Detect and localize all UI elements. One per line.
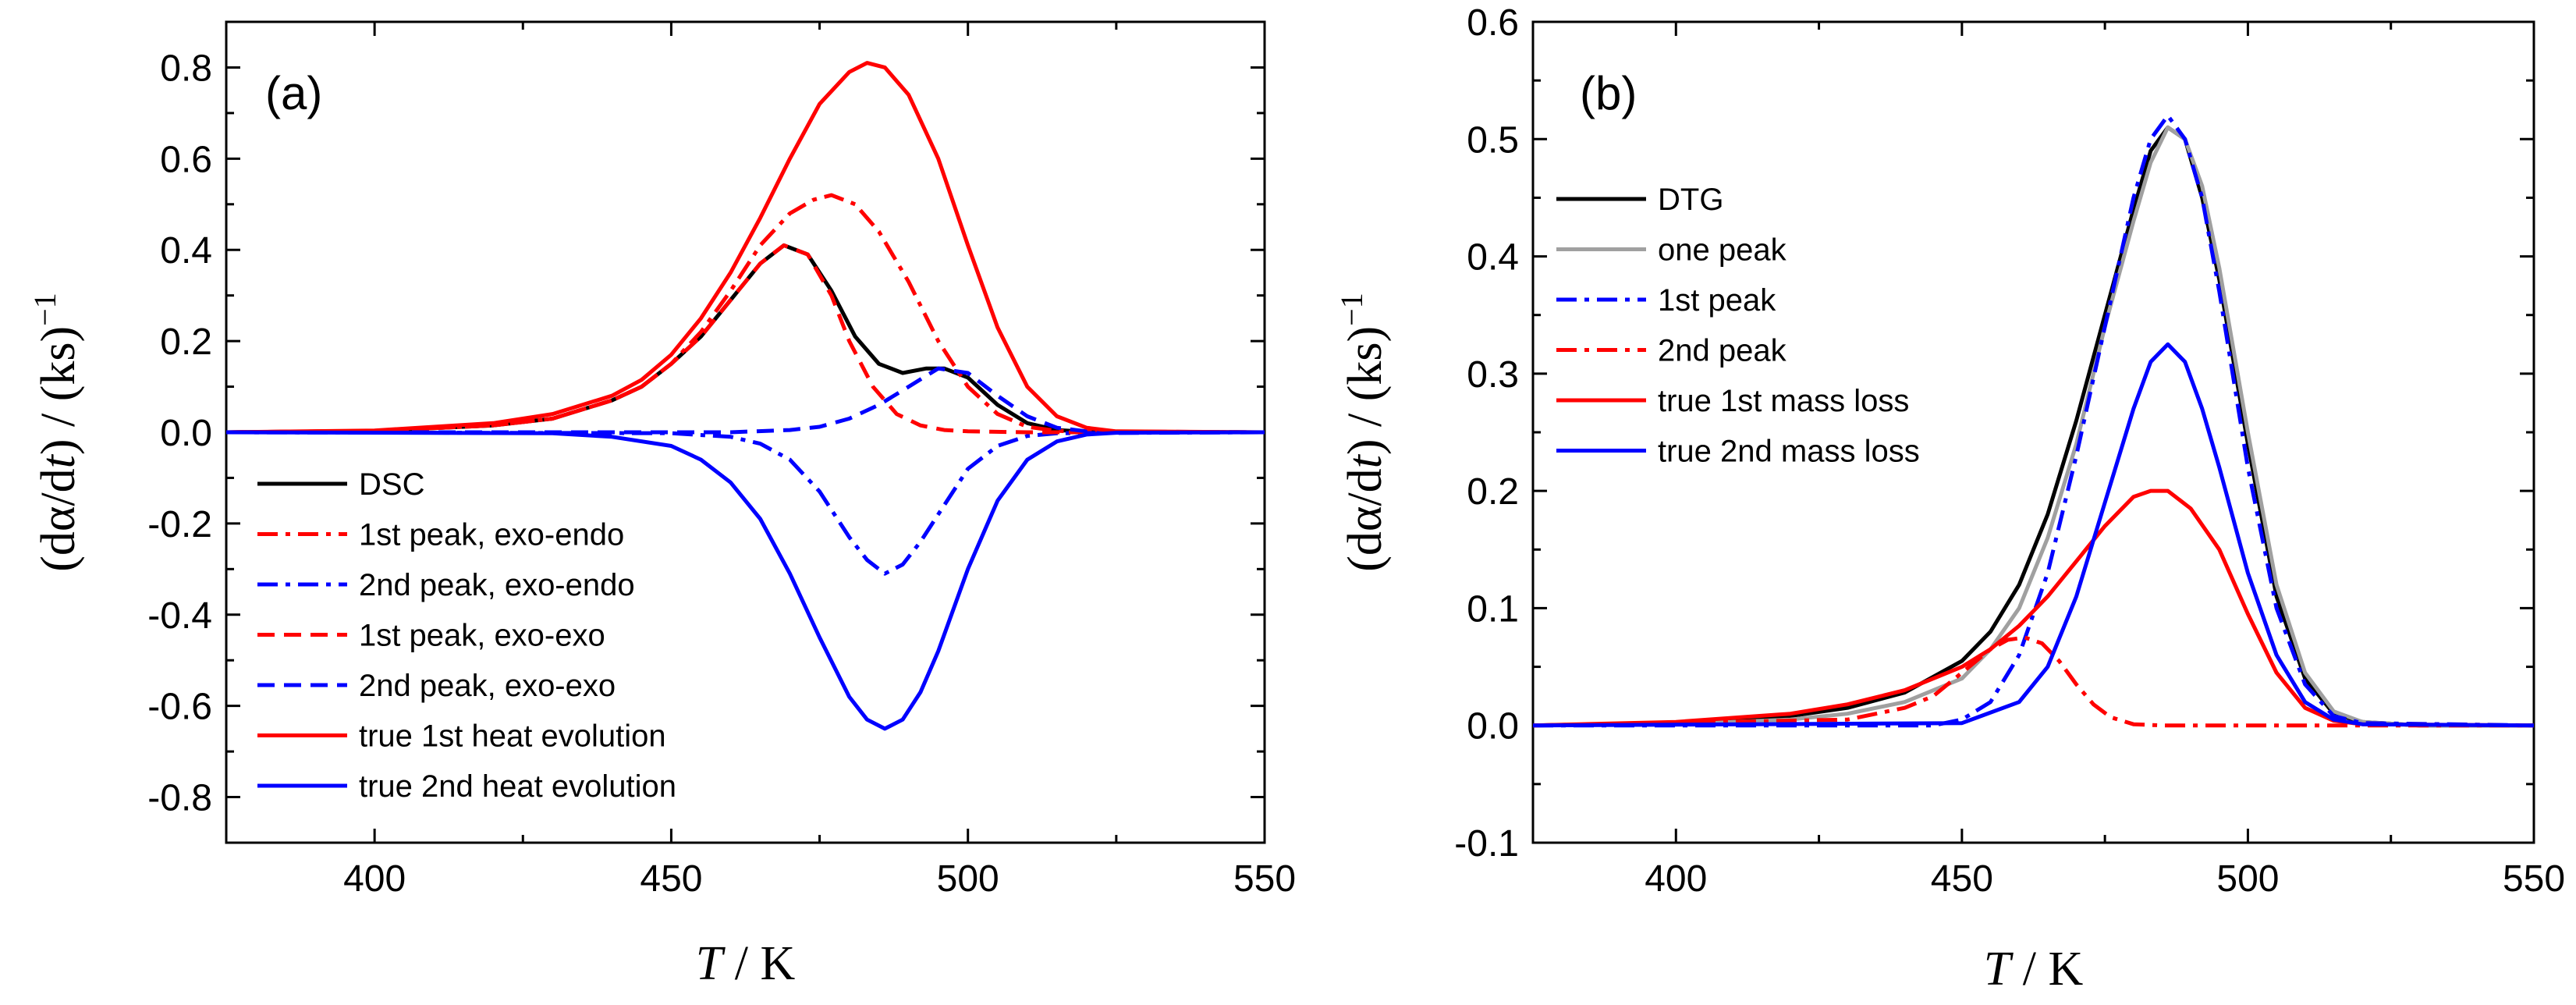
panel-a-legend-label: 2nd peak, exo-exo <box>359 669 616 703</box>
panel-a-x-tick-label: 500 <box>937 858 999 900</box>
panel-b-y-axis-title: (dα/dt) / (ks)−1 <box>1334 293 1392 571</box>
panel-a-y-tick-label: 0.2 <box>160 321 212 363</box>
panel-b-legend-label: 1st peak <box>1658 283 1776 318</box>
panel-a-y-tick-label: 0.6 <box>160 139 212 180</box>
panel-a-series-dsc <box>225 243 1265 435</box>
panel-a-y-axis-title: (dα/dt) / (ks)−1 <box>27 293 85 571</box>
panel-a-x-tick-label: 550 <box>1233 858 1296 900</box>
panel-b-y-tick-label: 0.3 <box>1467 354 1519 396</box>
panel-a-x-tick-label: 450 <box>640 858 702 900</box>
panel-b-legend-label: DTG <box>1658 183 1723 217</box>
panel-b-x-tick-label: 550 <box>2503 858 2565 900</box>
panel-a-y-tick-label: -0.2 <box>147 504 212 545</box>
panel-b-series-one-peak <box>1532 125 2534 728</box>
panel-b-legend-label: true 2nd mass loss <box>1658 435 1920 469</box>
panel-b-y-tick-label: 0.2 <box>1467 471 1519 513</box>
panel-b-y-tick-label: 0.5 <box>1467 119 1519 161</box>
panel-a: 400 450 500 550 -0.8 -0.6 -0.4 -0.2 0.0 0.2 0.4 0.6… <box>27 20 1296 990</box>
panel-a-y-tick-label: -0.8 <box>147 778 212 819</box>
panel-b-series-dtg <box>1532 125 2534 728</box>
panel-b-series-1st-peak <box>1533 113 2535 728</box>
panel-a-legend-label: 2nd peak, exo-endo <box>359 568 635 602</box>
panel-a-series-1st-peak-exo-exo <box>225 243 1265 435</box>
panel-b-panel-label: (b) <box>1580 67 1637 119</box>
panel-b-y-tick-label: 0.6 <box>1467 2 1519 44</box>
panel-a-legend-label: DSC <box>359 467 424 502</box>
panel-b-legend-label: 2nd peak <box>1658 334 1787 368</box>
panel-b-x-tick-label: 500 <box>2216 858 2279 900</box>
panel-a-legend-label: 1st peak, exo-exo <box>359 619 605 653</box>
panel-b-series-true-1st-mass-loss <box>1532 488 2535 728</box>
panel-b-y-tick-label: -0.1 <box>1454 823 1519 865</box>
panel-b-series-true-2nd-mass-loss <box>1532 342 2535 728</box>
panel-a-x-tick-label: 400 <box>343 858 406 900</box>
panel-b-x-tick-label: 450 <box>1931 858 1993 900</box>
panel-a-y-tick-label: 0.4 <box>160 230 212 272</box>
panel-a-series-2nd-peak-exo-endo <box>225 430 1265 576</box>
panel-b-x-tick-label: 400 <box>1645 858 1707 900</box>
panel-b-legend-label: one peak <box>1658 233 1787 268</box>
panel-a-panel-label: (a) <box>265 67 322 119</box>
panel-a-legend-label: 1st peak, exo-endo <box>359 518 624 552</box>
panel-a-legend-label: true 1st heat evolution <box>359 719 666 754</box>
panel-b-x-axis-title: T / K <box>1984 943 2084 996</box>
panel-a-series-2nd-peak-exo-exo <box>226 366 1265 435</box>
panel-a-series-1st-peak-exo-endo <box>225 193 1265 435</box>
panel-b-legend-label: true 1st mass loss <box>1658 384 1909 418</box>
panel-a-legend-label: true 2nd heat evolution <box>359 769 676 804</box>
panel-b-y-tick-label: 0.4 <box>1467 237 1519 279</box>
panel-a-x-axis-title: T / K <box>696 937 796 990</box>
panel-a-y-tick-label: 0.8 <box>160 48 212 89</box>
panel-b-y-tick-label: 0.1 <box>1467 588 1519 630</box>
panel-a-y-tick-label: -0.4 <box>147 595 212 637</box>
panel-a-series-true-1st-heat-evolution <box>225 61 1265 435</box>
panel-a-y-tick-label: 0.0 <box>160 413 212 454</box>
panel-a-y-tick-label: -0.6 <box>147 687 212 728</box>
panel-b-y-tick-label: 0.0 <box>1467 706 1519 748</box>
panel-a-series-true-2nd-heat-evolution <box>225 430 1265 731</box>
panel-b: 400 450 500 550 -0.1 0.0 0.1 0.2 0.3 0.4 0.5 0.6 DTG… <box>1334 2 2565 996</box>
